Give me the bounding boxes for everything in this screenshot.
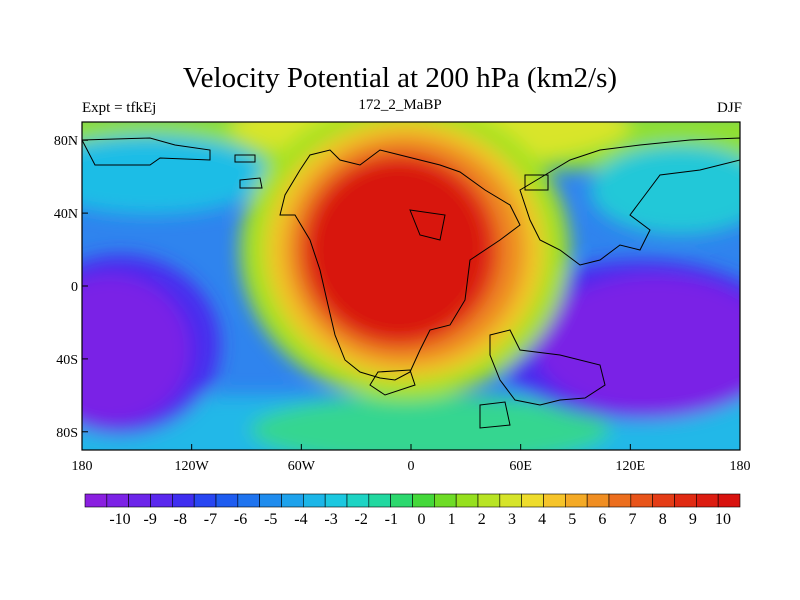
colorbar-swatch (652, 493, 675, 508)
run-label: 172_2_MaBP (358, 97, 442, 113)
colorbar-swatch (477, 493, 501, 508)
colorbar-swatch (608, 493, 632, 508)
colorbar-swatch (368, 493, 391, 508)
colorbar-swatch (434, 493, 457, 508)
colorbar-label: -9 (143, 511, 156, 528)
colorbar-label: 5 (568, 511, 576, 528)
colorbar-label: -3 (324, 511, 337, 528)
y-tick-label: 40N (54, 207, 78, 222)
colorbar-swatch (565, 493, 588, 508)
colorbar-swatch (259, 493, 282, 508)
y-tick-label: 0 (71, 280, 78, 295)
x-tick-label: 120W (175, 459, 210, 474)
colorbar-swatch (455, 493, 479, 508)
x-tick-label: 120E (616, 459, 646, 474)
colorbar-label: 9 (689, 511, 697, 528)
y-tick-label: 80S (56, 426, 78, 441)
colorbar-swatch (696, 493, 719, 508)
colorbar-swatch (237, 493, 260, 508)
colorbar-swatch (674, 493, 697, 508)
colorbar-swatch (586, 493, 610, 508)
x-tick-label: 60E (509, 459, 532, 474)
y-axis: 80N 40N 0 40S 80S (54, 134, 88, 441)
coastlines (82, 137, 740, 429)
colorbar-label: 6 (598, 511, 606, 528)
colorbar-label: -10 (109, 511, 130, 528)
season-label: DJF (716, 100, 742, 116)
colorbar-swatch (521, 493, 544, 508)
y-tick-label: 40S (56, 353, 78, 368)
colorbar-swatch (499, 493, 522, 508)
colorbar-label: -2 (355, 511, 368, 528)
colorbar-swatch (84, 493, 108, 508)
x-tick-label: 180 (72, 459, 93, 474)
x-axis: 180 120W 60W 0 60E 120E 180 (72, 444, 751, 474)
colorbar-swatch (390, 493, 413, 508)
colorbar-label: -5 (264, 511, 277, 528)
colorbar-label: 7 (629, 511, 637, 528)
colorbar-swatch (346, 493, 370, 508)
colorbar-swatch (193, 493, 217, 508)
colorbar-swatch (303, 493, 326, 508)
colorbar-swatch (717, 493, 741, 508)
colorbar-swatch (150, 493, 173, 508)
colorbar-swatch (324, 493, 348, 508)
x-tick-label: 60W (288, 459, 316, 474)
colorbar-label: 4 (538, 511, 546, 528)
colorbar-swatch (412, 493, 435, 508)
plot-title: Velocity Potential at 200 hPa (km2/s) (182, 62, 618, 94)
colorbar-label: 8 (659, 511, 667, 528)
contour-field (82, 122, 740, 450)
colorbar-swatch (172, 493, 195, 508)
colorbar-label: 10 (715, 511, 731, 528)
colorbar-label: -4 (294, 511, 307, 528)
colorbar-label: -7 (204, 511, 217, 528)
x-tick-label: 0 (408, 459, 415, 474)
x-tick-label: 180 (730, 459, 751, 474)
colorbar-swatch (281, 493, 304, 508)
experiment-label: Expt = tfkEj (82, 100, 157, 116)
colorbar-label: 0 (418, 511, 426, 528)
colorbar-swatch (543, 493, 566, 508)
y-tick-label: 80N (54, 134, 78, 149)
colorbar-label: 3 (508, 511, 516, 528)
colorbar-label: -6 (234, 511, 247, 528)
colorbar-swatch (630, 493, 653, 508)
colorbar-label: 2 (478, 511, 486, 528)
colorbar-label: -8 (174, 511, 187, 528)
colorbar-swatch (215, 493, 239, 508)
colorbar-label: -1 (385, 511, 398, 528)
colorbar-swatch (128, 493, 151, 508)
colorbar-swatch (106, 493, 129, 508)
colorbar: -10 -9 -8 -7 -6 -5 -4 -3 -2 -1 0 1 2 3 4 5 6 7 8 9 10 (84, 493, 741, 528)
colorbar-label: 1 (448, 511, 456, 528)
